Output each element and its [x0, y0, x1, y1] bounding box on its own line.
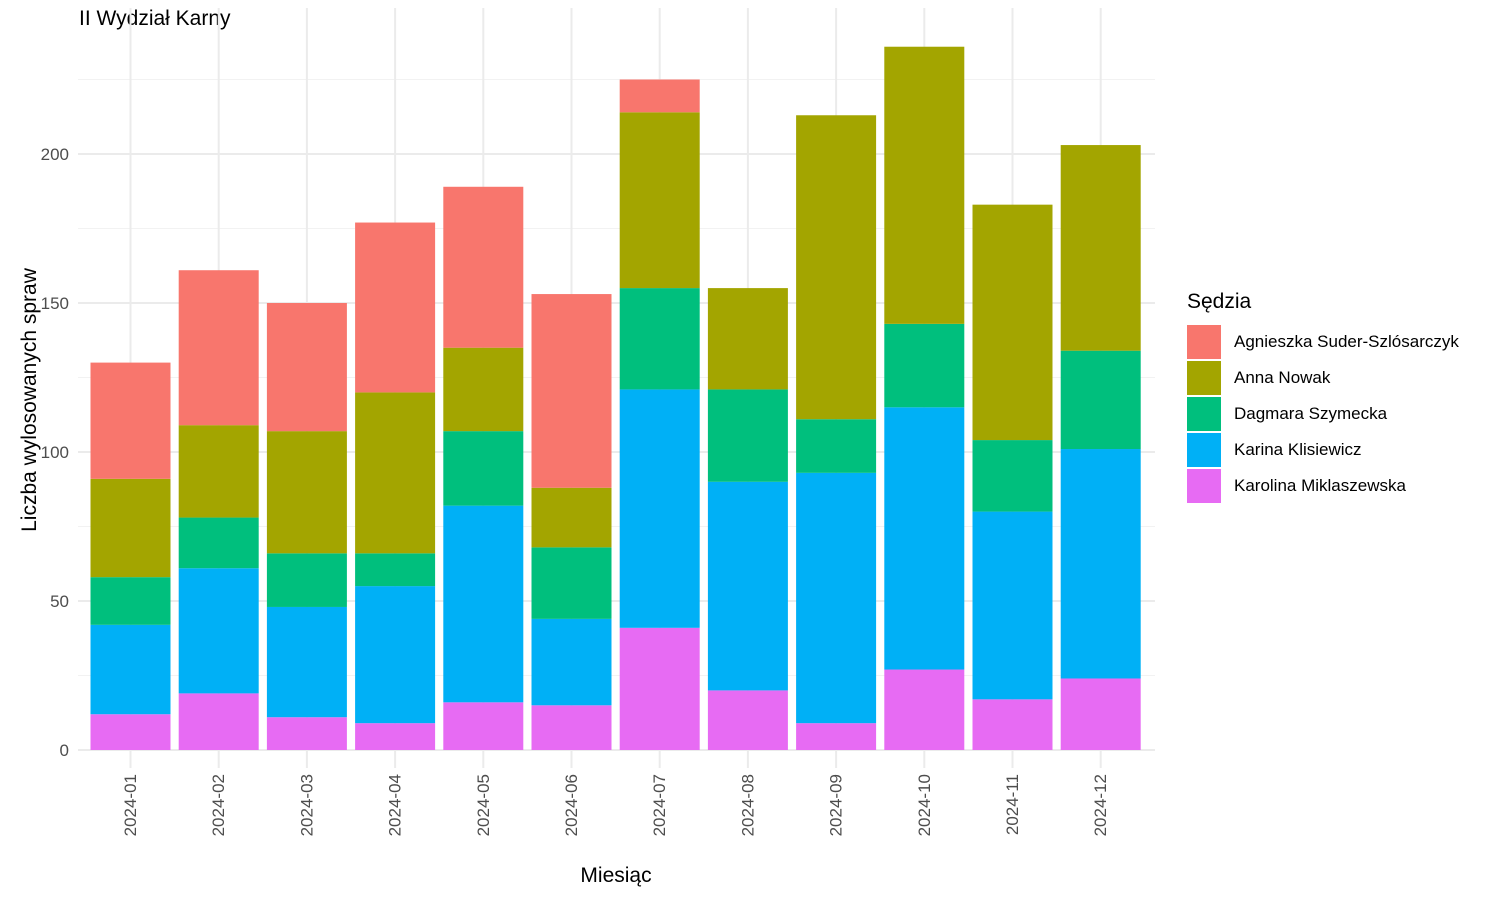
- x-axis-title: Miesiąc: [580, 864, 652, 887]
- bar-segment: [355, 553, 436, 587]
- bar-segment: [619, 389, 700, 628]
- x-tick-label: 2024-02: [209, 774, 228, 836]
- bar-segment: [90, 478, 171, 578]
- x-tick-label: 2024-05: [474, 774, 493, 836]
- bar-segment: [266, 717, 347, 750]
- bar-segment: [707, 389, 788, 482]
- bar-segment: [531, 487, 612, 548]
- bar-segment: [796, 115, 877, 420]
- bar-segment: [884, 323, 965, 408]
- bar-segment: [884, 46, 965, 324]
- bar-segment: [707, 690, 788, 750]
- bar-segment: [90, 577, 171, 625]
- bar-segment: [796, 419, 877, 473]
- bar-segment: [884, 669, 965, 750]
- bar-segment: [443, 431, 524, 506]
- legend-item: Dagmara Szymecka: [1187, 396, 1492, 432]
- bar-segment: [619, 288, 700, 390]
- bar-segment: [178, 425, 259, 518]
- bar-segment: [178, 517, 259, 569]
- bar-segment: [707, 288, 788, 390]
- bar-segment: [178, 568, 259, 694]
- bar-segment: [266, 431, 347, 554]
- x-tick-label: 2024-04: [386, 774, 405, 836]
- bar-segment: [90, 362, 171, 479]
- legend-key: [1187, 361, 1221, 395]
- bar-segment: [972, 699, 1053, 750]
- x-tick-label: 2024-03: [297, 774, 316, 836]
- legend-label: Karolina Miklaszewska: [1234, 476, 1406, 495]
- bar-segment: [796, 472, 877, 724]
- bar-segment: [1060, 350, 1141, 450]
- x-tick-label: 2024-08: [738, 774, 757, 836]
- legend-label: Anna Nowak: [1234, 368, 1331, 387]
- bar-segment: [531, 294, 612, 488]
- bar-segment: [266, 606, 347, 718]
- x-tick-label: 2024-11: [1003, 774, 1022, 835]
- bar-segment: [796, 723, 877, 750]
- legend-title: Sędzia: [1187, 290, 1252, 313]
- bar-segment: [531, 547, 612, 619]
- bar-segment: [178, 270, 259, 426]
- bar-segment: [443, 186, 524, 348]
- bar-segment: [443, 347, 524, 432]
- bar-segment: [531, 618, 612, 706]
- legend-label: Karina Klisiewicz: [1234, 440, 1362, 459]
- chart-title: II Wydział Karny: [79, 7, 231, 30]
- bar-segment: [619, 79, 700, 113]
- legend-item: Anna Nowak: [1187, 360, 1492, 396]
- legend-key: [1187, 469, 1221, 503]
- bar-segment: [355, 392, 436, 554]
- bar-segment: [531, 705, 612, 750]
- bar-segment: [266, 303, 347, 432]
- legend-item: Karolina Miklaszewska: [1187, 468, 1492, 504]
- bar-segment: [90, 714, 171, 750]
- legend-key: [1187, 397, 1221, 431]
- y-tick-label: 200: [41, 145, 69, 164]
- bar-segment: [884, 407, 965, 670]
- x-tick-label: 2024-06: [562, 774, 581, 836]
- bar-segment: [972, 511, 1053, 700]
- bar-segment: [619, 627, 700, 750]
- bar-segment: [178, 693, 259, 750]
- bar-segment: [355, 222, 436, 393]
- y-tick-label: 100: [41, 443, 69, 462]
- bar-segment: [1060, 449, 1141, 679]
- bar-segment: [443, 505, 524, 703]
- x-tick-label: 2024-01: [121, 774, 140, 836]
- legend-key: [1187, 433, 1221, 467]
- bar-segment: [1060, 678, 1141, 750]
- bar-segment: [355, 586, 436, 724]
- legend-item: Karina Klisiewicz: [1187, 432, 1492, 468]
- y-tick-label: 0: [60, 741, 69, 760]
- bar-segment: [443, 702, 524, 750]
- legend-label: Dagmara Szymecka: [1234, 404, 1388, 423]
- y-tick-label: 150: [41, 294, 69, 313]
- legend-label: Agnieszka Suder-Szlósarczyk: [1234, 332, 1459, 351]
- y-tick-label: 50: [50, 592, 69, 611]
- x-tick-label: 2024-10: [915, 774, 934, 836]
- legend: Sędzia Agnieszka Suder-Szlósarczyk Anna N…: [1187, 290, 1492, 504]
- x-tick-label: 2024-07: [650, 774, 669, 836]
- legend-item: Agnieszka Suder-Szlósarczyk: [1187, 324, 1492, 360]
- y-axis-title: Liczba wylosowanych spraw: [18, 268, 41, 532]
- x-tick-label: 2024-09: [827, 774, 846, 836]
- bar-segment: [707, 481, 788, 691]
- bar-segment: [266, 553, 347, 607]
- bar-segment: [972, 204, 1053, 441]
- bar-segment: [90, 624, 171, 715]
- bar-segment: [972, 440, 1053, 512]
- x-tick-label: 2024-12: [1091, 774, 1110, 836]
- legend-key: [1187, 325, 1221, 359]
- bar-segment: [1060, 145, 1141, 351]
- bar-segment: [619, 112, 700, 289]
- bar-segment: [355, 723, 436, 750]
